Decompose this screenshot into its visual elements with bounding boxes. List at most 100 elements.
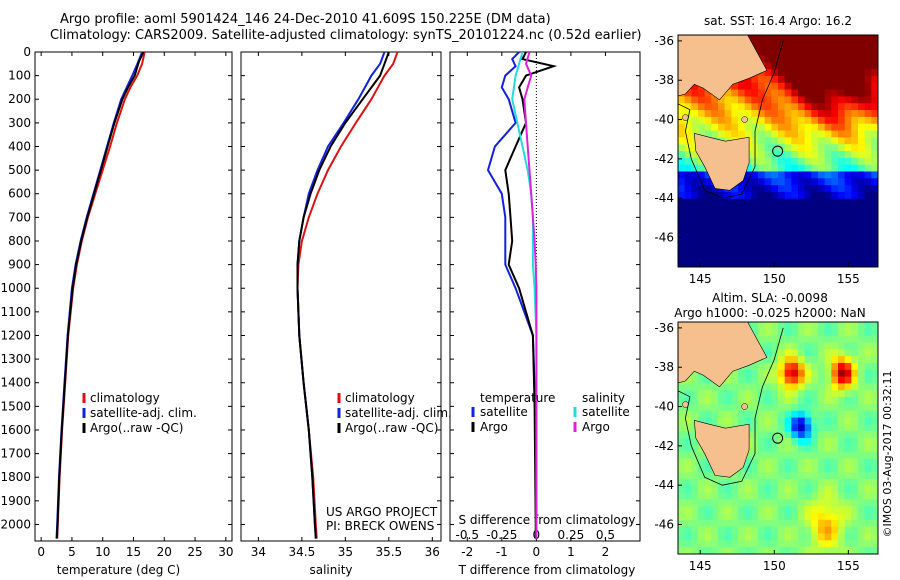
map-cell xyxy=(744,533,752,541)
map-cell xyxy=(844,397,852,405)
map-cell xyxy=(871,451,878,460)
map-cell xyxy=(684,171,692,179)
map-cell xyxy=(678,164,686,173)
map-cell xyxy=(871,260,878,267)
map-cell xyxy=(711,232,719,241)
map-cell xyxy=(858,540,866,548)
map-cell xyxy=(678,232,686,241)
map-cell xyxy=(678,205,686,214)
map-cell xyxy=(871,232,878,241)
map-cell xyxy=(691,383,699,391)
map-cell xyxy=(778,103,786,111)
map-cell xyxy=(771,417,779,425)
map-cell xyxy=(791,519,799,528)
map-cell xyxy=(764,465,772,473)
map-cell xyxy=(771,513,779,521)
map-cell xyxy=(851,458,859,466)
map-cell xyxy=(771,96,779,104)
map-cell xyxy=(718,410,726,419)
map-cell xyxy=(684,137,692,145)
map-cell xyxy=(864,89,872,98)
map-cell xyxy=(771,519,779,528)
map-cell xyxy=(831,260,839,267)
map-cell xyxy=(811,506,819,514)
x-tick-label: -2 xyxy=(461,545,473,559)
map-cell xyxy=(744,89,752,98)
map-cell xyxy=(811,103,819,111)
map-cell xyxy=(811,349,819,357)
map-cell xyxy=(824,431,832,439)
map-cell xyxy=(711,547,719,554)
map-cell xyxy=(844,417,852,425)
map-cell xyxy=(758,492,766,501)
land-mainland xyxy=(678,322,768,388)
map-cell xyxy=(784,35,792,43)
map-cell xyxy=(864,451,872,460)
map-cell xyxy=(758,75,766,84)
map-cell xyxy=(804,69,812,77)
map-cell xyxy=(858,116,866,125)
map-cell xyxy=(678,492,686,501)
map-cell xyxy=(704,478,712,487)
map-cell xyxy=(811,157,819,166)
map-cell xyxy=(718,403,726,412)
map-cell xyxy=(764,397,772,405)
map-cell xyxy=(698,130,706,138)
map-cell xyxy=(798,335,806,344)
map-cell xyxy=(684,232,692,241)
map-cell xyxy=(864,260,872,267)
map-cell xyxy=(731,185,739,193)
map-cell xyxy=(831,198,839,207)
map-cell xyxy=(771,178,779,186)
map-cell xyxy=(791,376,799,385)
map-cell xyxy=(811,226,819,234)
map-cell xyxy=(818,472,826,480)
map-cell xyxy=(811,513,819,521)
map-cell xyxy=(858,151,866,159)
map-cell xyxy=(778,212,786,220)
map-cell xyxy=(791,137,799,145)
map-cell xyxy=(784,451,792,460)
map-cell xyxy=(758,137,766,145)
map-cell xyxy=(771,451,779,460)
map-cell xyxy=(704,103,712,111)
map-cell xyxy=(791,465,799,473)
map-cell xyxy=(798,123,806,132)
map-cell xyxy=(851,171,859,179)
map-cell xyxy=(804,123,812,132)
map-cell xyxy=(824,137,832,145)
map-cell xyxy=(698,171,706,179)
y-tick-label: -44 xyxy=(654,191,674,205)
map-cell xyxy=(818,226,826,234)
map-cell xyxy=(724,232,732,241)
map-cell xyxy=(744,540,752,548)
map-cell xyxy=(791,41,799,50)
sla-map-field xyxy=(678,322,878,554)
map-cell xyxy=(724,110,732,118)
map-cell xyxy=(758,438,766,446)
map-cell xyxy=(771,82,779,91)
map-cell xyxy=(738,417,746,425)
map-cell xyxy=(844,212,852,220)
map-cell xyxy=(851,444,859,453)
map-cell xyxy=(704,492,712,501)
map-cell xyxy=(871,151,878,159)
map-cell xyxy=(778,485,786,494)
map-cell xyxy=(711,205,719,214)
map-cell xyxy=(758,478,766,487)
map-cell xyxy=(798,75,806,84)
map-cell xyxy=(804,212,812,220)
map-cell xyxy=(678,198,686,207)
map-cell xyxy=(811,540,819,548)
map-cell xyxy=(724,403,732,412)
map-cell xyxy=(778,164,786,173)
map-cell xyxy=(824,485,832,494)
map-cell xyxy=(838,110,846,118)
map-cell xyxy=(758,376,766,385)
map-cell xyxy=(851,417,859,425)
map-cell xyxy=(784,472,792,480)
y-tick-label: 500 xyxy=(8,163,31,177)
map-cell xyxy=(771,376,779,385)
map-cell xyxy=(818,55,826,63)
map-cell xyxy=(818,171,826,179)
